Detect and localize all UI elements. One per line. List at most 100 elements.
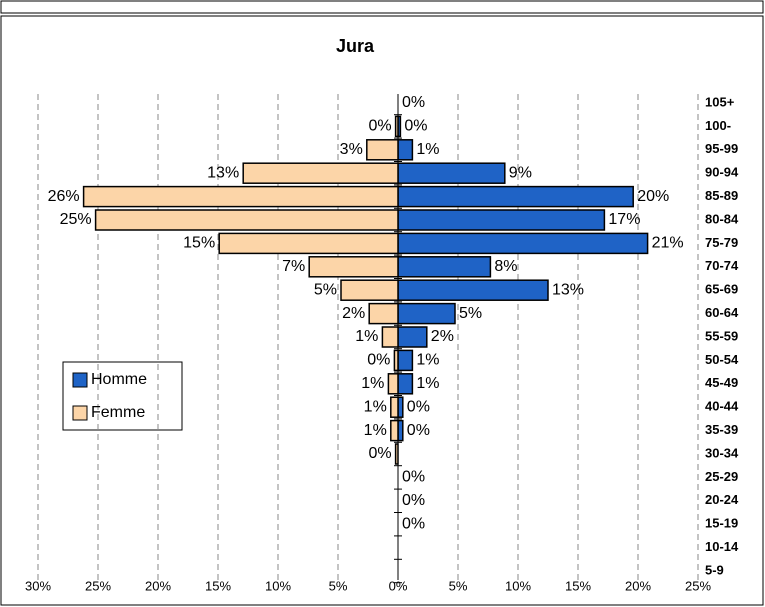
bar bbox=[390, 396, 399, 418]
chart-title: Jura bbox=[336, 36, 375, 56]
category-label: 70-74 bbox=[705, 258, 739, 273]
category-label: 105+ bbox=[705, 94, 735, 109]
value-label: 1% bbox=[364, 422, 387, 439]
value-label: 25% bbox=[60, 211, 92, 228]
bar bbox=[340, 279, 399, 301]
x-tick-label: 25% bbox=[85, 578, 111, 593]
category-label: 45-49 bbox=[705, 375, 738, 390]
bar bbox=[82, 185, 399, 208]
category-label: 65-69 bbox=[705, 282, 738, 297]
value-label: 0% bbox=[368, 445, 391, 462]
top-frame bbox=[0, 0, 764, 14]
x-tick-label: 5% bbox=[329, 578, 348, 593]
value-label: 0% bbox=[367, 352, 390, 369]
value-label: 5% bbox=[459, 305, 482, 322]
value-label: 2% bbox=[431, 328, 454, 345]
category-label: 25-29 bbox=[705, 469, 738, 484]
bar bbox=[242, 162, 399, 184]
x-tick-label: 10% bbox=[265, 578, 291, 593]
value-label: 21% bbox=[652, 235, 684, 252]
x-tick-label: 20% bbox=[145, 578, 171, 593]
bar bbox=[397, 279, 549, 301]
category-label: 95-99 bbox=[705, 141, 738, 156]
x-tick-label: 0% bbox=[389, 578, 408, 593]
bar bbox=[368, 302, 399, 325]
category-label: 10-14 bbox=[705, 539, 739, 554]
value-label: 2% bbox=[342, 305, 365, 322]
value-label: 0% bbox=[368, 118, 391, 135]
value-label: 5% bbox=[314, 281, 337, 298]
bar bbox=[308, 256, 399, 278]
bar bbox=[390, 419, 399, 442]
category-label: 75-79 bbox=[705, 235, 738, 250]
value-label: 1% bbox=[355, 328, 378, 345]
bar bbox=[397, 162, 506, 184]
value-label: 20% bbox=[637, 188, 669, 205]
value-label: 0% bbox=[404, 118, 427, 135]
bar bbox=[397, 349, 414, 372]
bar bbox=[397, 326, 428, 348]
category-label: 55-59 bbox=[705, 328, 738, 343]
legend-swatch bbox=[72, 405, 88, 421]
bar bbox=[397, 139, 414, 161]
value-label: 0% bbox=[402, 469, 425, 486]
value-label: 0% bbox=[407, 422, 430, 439]
value-label: 1% bbox=[416, 352, 439, 369]
value-label: 7% bbox=[282, 258, 305, 275]
bar bbox=[393, 349, 399, 372]
category-label: 90-94 bbox=[705, 165, 739, 180]
x-tick-label: 25% bbox=[685, 578, 711, 593]
legend-swatch bbox=[72, 372, 88, 388]
legend-label: Femme bbox=[91, 404, 145, 421]
value-label: 13% bbox=[552, 281, 584, 298]
value-label: 1% bbox=[361, 375, 384, 392]
category-label: 50-54 bbox=[705, 352, 739, 367]
bar bbox=[397, 302, 456, 325]
x-tick-label: 30% bbox=[25, 578, 51, 593]
value-label: 8% bbox=[494, 258, 517, 275]
value-label: 0% bbox=[402, 492, 425, 509]
category-label: 100- bbox=[705, 118, 731, 133]
category-label: 15-19 bbox=[705, 516, 738, 531]
category-label: 5-9 bbox=[705, 562, 724, 577]
x-tick-label: 20% bbox=[625, 578, 651, 593]
bar bbox=[394, 443, 399, 465]
value-label: 0% bbox=[402, 515, 425, 532]
category-label: 80-84 bbox=[705, 211, 739, 226]
bar bbox=[394, 115, 399, 138]
x-tick-label: 5% bbox=[449, 578, 468, 593]
value-label: 3% bbox=[340, 141, 363, 158]
bar bbox=[387, 373, 399, 395]
value-label: 1% bbox=[416, 375, 439, 392]
category-label: 35-39 bbox=[705, 422, 738, 437]
value-label: 1% bbox=[364, 398, 387, 415]
bar bbox=[366, 139, 399, 161]
x-tick-label: 15% bbox=[205, 578, 231, 593]
value-label: 0% bbox=[402, 94, 425, 111]
bar bbox=[397, 373, 414, 395]
value-label: 17% bbox=[608, 211, 640, 228]
bar bbox=[381, 326, 399, 348]
bar bbox=[397, 256, 492, 278]
bar bbox=[94, 209, 399, 231]
value-label: 15% bbox=[183, 235, 215, 252]
category-label: 85-89 bbox=[705, 188, 738, 203]
bar bbox=[397, 232, 649, 255]
category-label: 30-34 bbox=[705, 445, 739, 460]
value-label: 1% bbox=[416, 141, 439, 158]
value-label: 26% bbox=[48, 188, 80, 205]
category-label: 60-64 bbox=[705, 305, 739, 320]
bar bbox=[218, 232, 399, 255]
x-tick-label: 15% bbox=[565, 578, 591, 593]
category-label: 20-24 bbox=[705, 492, 739, 507]
legend-label: Homme bbox=[91, 371, 147, 388]
bar bbox=[397, 185, 634, 208]
value-label: 13% bbox=[207, 164, 239, 181]
x-tick-label: 10% bbox=[505, 578, 531, 593]
value-label: 9% bbox=[509, 164, 532, 181]
bar bbox=[397, 209, 606, 231]
category-label: 40-44 bbox=[705, 399, 739, 414]
value-label: 0% bbox=[407, 398, 430, 415]
